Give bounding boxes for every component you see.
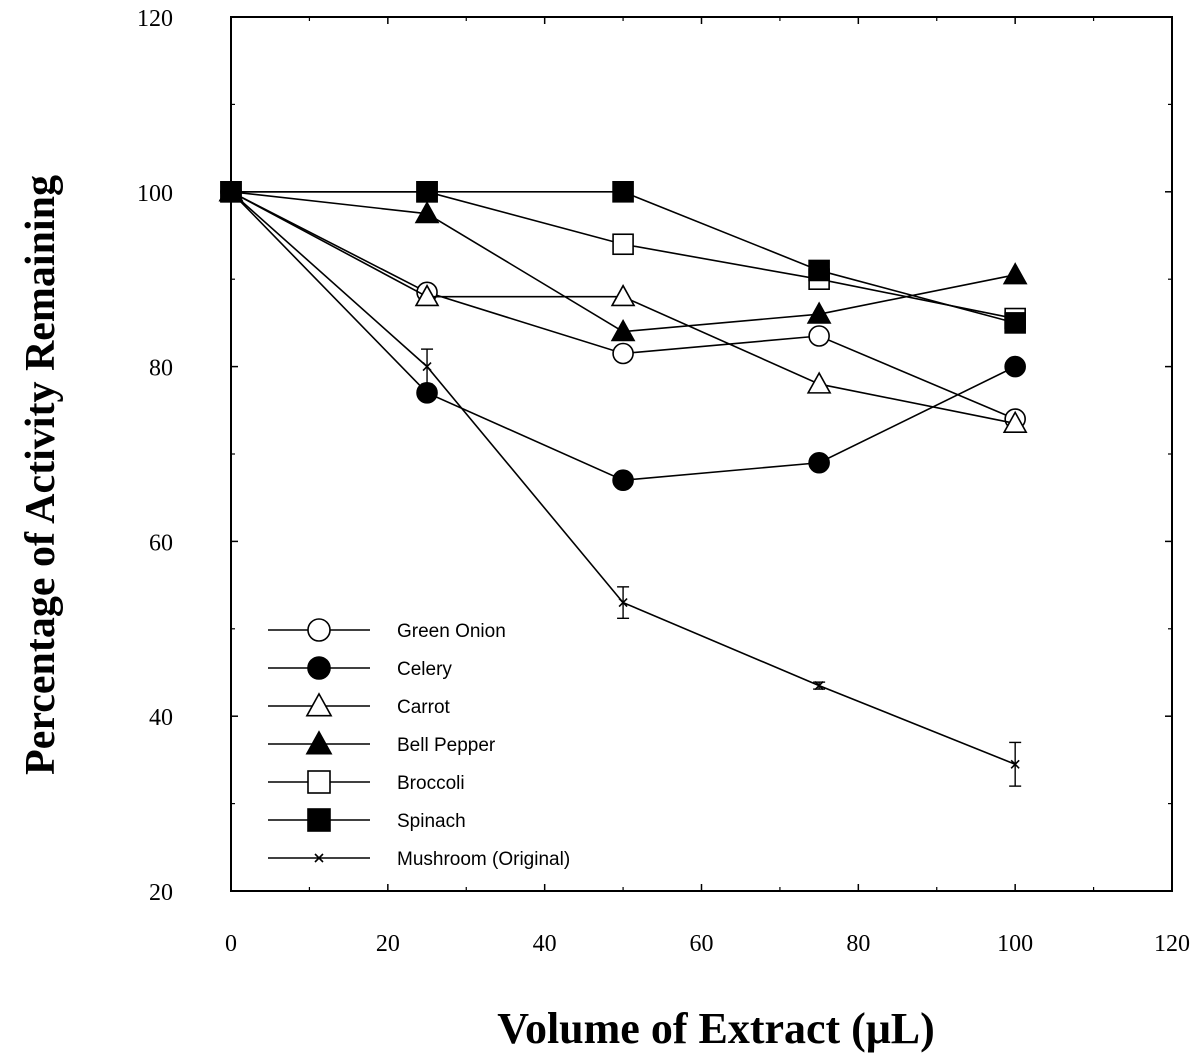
data-point-mushroom-original bbox=[618, 598, 628, 608]
legend-label: Carrot bbox=[397, 697, 451, 718]
legend-item-green-onion: Green Onion bbox=[268, 618, 506, 642]
y-axis-label: Percentage of Activity Remaining bbox=[18, 175, 64, 775]
legend-item-broccoli: Broccoli bbox=[268, 770, 465, 794]
x-tick-label: 20 bbox=[376, 931, 400, 957]
legend-label: Broccoli bbox=[397, 773, 465, 794]
x-tick-label: 100 bbox=[997, 931, 1033, 957]
y-tick-label: 80 bbox=[149, 356, 173, 382]
legend-marker-broccoli bbox=[307, 770, 331, 794]
y-tick-label: 100 bbox=[137, 181, 173, 207]
data-point-carrot bbox=[414, 284, 440, 307]
legend-marker-bell-pepper bbox=[305, 730, 333, 755]
data-point-spinach bbox=[808, 259, 830, 282]
y-tick-label: 60 bbox=[149, 530, 173, 556]
data-point-carrot bbox=[806, 371, 832, 394]
data-point-spinach bbox=[1004, 312, 1026, 334]
y-tick-label: 40 bbox=[149, 705, 173, 731]
x-tick-label: 40 bbox=[533, 931, 557, 957]
legend-marker-carrot bbox=[305, 692, 333, 717]
legend-label: Bell Pepper bbox=[397, 735, 496, 756]
legend-item-celery: Celery bbox=[268, 656, 452, 680]
series-mushroom-original bbox=[226, 187, 1022, 787]
data-point-carrot bbox=[1002, 410, 1028, 434]
x-tick-label: 60 bbox=[690, 931, 714, 957]
series-layer bbox=[218, 179, 1028, 787]
legend-label: Green Onion bbox=[397, 621, 506, 642]
data-point-green-onion bbox=[612, 342, 634, 365]
data-point-green-onion bbox=[808, 325, 830, 347]
data-point-bell-pepper bbox=[414, 201, 440, 224]
y-axis: 20 40 60 80 100 120 bbox=[137, 6, 1172, 906]
data-point-celery bbox=[1004, 355, 1026, 378]
x-axis: 0 20 40 60 80 100 120 bbox=[225, 17, 1190, 957]
plot-frame bbox=[230, 16, 1173, 892]
legend-item-bell-pepper: Bell Pepper bbox=[268, 730, 496, 756]
data-point-spinach bbox=[612, 181, 634, 203]
legend-item-mushroom-original: Mushroom (Original) bbox=[268, 849, 570, 870]
series-spinach bbox=[220, 181, 1026, 334]
data-point-spinach bbox=[220, 181, 242, 203]
series-line-carrot bbox=[230, 191, 1016, 425]
data-point-bell-pepper bbox=[806, 301, 832, 324]
data-point-broccoli bbox=[612, 233, 634, 256]
legend-marker-spinach bbox=[307, 808, 331, 832]
data-point-bell-pepper bbox=[1002, 262, 1028, 285]
legend-marker-mushroom-original bbox=[314, 853, 324, 863]
legend: Green Onion Celery Carrot Bell Pepper Brocco… bbox=[268, 618, 570, 870]
legend-label: Spinach bbox=[397, 811, 466, 832]
data-point-celery bbox=[808, 451, 830, 474]
data-point-mushroom-original bbox=[1010, 759, 1020, 769]
series-line-bell-pepper bbox=[230, 191, 1016, 333]
legend-marker-green-onion bbox=[307, 618, 331, 642]
x-tick-label: 120 bbox=[1154, 931, 1190, 957]
data-point-spinach bbox=[416, 181, 438, 203]
data-point-carrot bbox=[610, 284, 636, 307]
y-tick-label: 20 bbox=[149, 880, 173, 906]
x-tick-label: 80 bbox=[846, 931, 870, 957]
y-tick-label: 120 bbox=[137, 6, 173, 32]
data-point-mushroom-original bbox=[814, 681, 824, 691]
data-point-celery bbox=[416, 382, 438, 404]
legend-label: Mushroom (Original) bbox=[397, 849, 570, 870]
legend-item-spinach: Spinach bbox=[268, 808, 466, 832]
data-point-bell-pepper bbox=[610, 318, 636, 342]
data-point-celery bbox=[612, 469, 634, 492]
x-tick-label: 0 bbox=[225, 931, 237, 957]
legend-label: Celery bbox=[397, 659, 452, 680]
series-bell-pepper bbox=[218, 179, 1028, 342]
x-axis-label: Volume of Extract (μL) bbox=[497, 1004, 935, 1053]
plot-border bbox=[230, 16, 1173, 892]
series-carrot bbox=[218, 179, 1028, 434]
data-point-mushroom-original bbox=[422, 362, 432, 372]
legend-marker-celery bbox=[307, 656, 331, 680]
legend-item-carrot: Carrot bbox=[268, 692, 451, 718]
